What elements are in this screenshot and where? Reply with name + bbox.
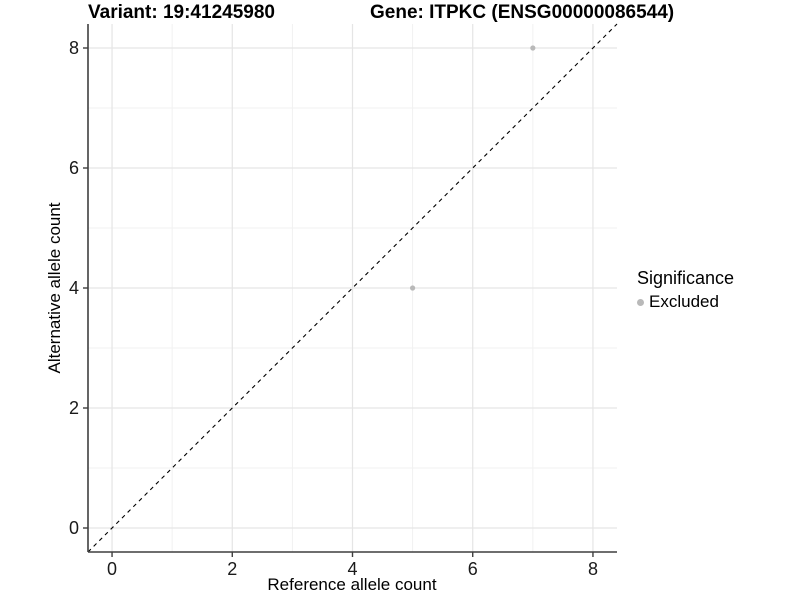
x-tick-label: 6 [468, 559, 478, 579]
generated-chart-layer: 0 2 4 6 8 0 2 4 6 8 [69, 23, 618, 579]
plot-title-variant: Variant: 19:41245980 [88, 2, 275, 23]
y-tick-label: 4 [69, 278, 79, 298]
data-point [530, 45, 536, 51]
legend: Significance Excluded [637, 268, 734, 312]
x-axis-title: Reference allele count [267, 575, 436, 594]
x-tick-label: 2 [227, 559, 237, 579]
y-tick-label: 2 [69, 398, 79, 418]
plot-title-gene: Gene: ITPKC (ENSG00000086544) [370, 2, 675, 23]
excluded-point-icon [637, 298, 644, 306]
x-tick-label: 0 [107, 559, 117, 579]
legend-item-label: Excluded [649, 292, 719, 311]
legend-title: Significance [637, 268, 735, 288]
x-tick-label: 4 [347, 559, 357, 579]
y-tick-label: 8 [69, 38, 79, 58]
y-tick-label: 6 [69, 158, 79, 178]
y-tick-label: 0 [69, 518, 79, 538]
legend-item-excluded: Excluded [637, 292, 734, 312]
x-tick-label: 8 [588, 559, 598, 579]
data-point [410, 285, 416, 291]
y-axis-title: Alternative allele count [45, 202, 64, 373]
